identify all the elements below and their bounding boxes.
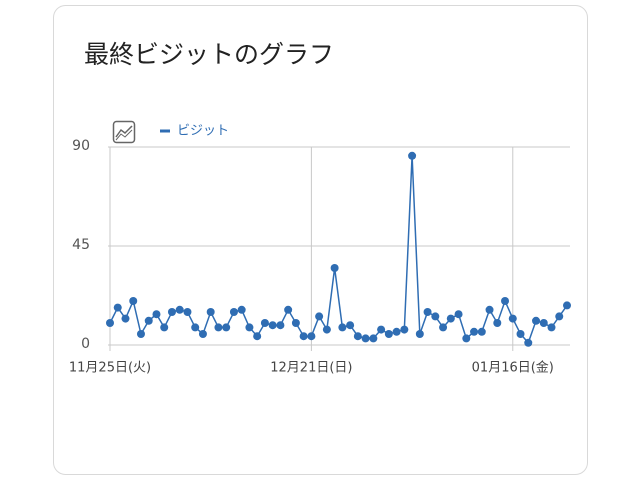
data-point	[477, 327, 486, 336]
chart-title: 最終ビジットのグラフ	[84, 40, 334, 69]
data-point	[415, 330, 424, 338]
data-point	[276, 321, 285, 330]
data-point	[431, 312, 440, 321]
data-point	[501, 297, 510, 305]
y-tick-label: 90	[72, 138, 90, 154]
data-point	[253, 332, 262, 341]
data-point	[346, 321, 355, 330]
data-point	[129, 297, 138, 305]
data-point	[384, 330, 393, 338]
data-point	[113, 303, 122, 312]
data-point	[322, 325, 331, 334]
data-point	[237, 305, 246, 314]
legend-icon	[112, 120, 136, 144]
data-point	[516, 330, 525, 338]
x-tick-label: 12月21日(日)	[270, 361, 352, 376]
data-point	[462, 334, 471, 343]
data-point	[423, 308, 432, 316]
data-point	[408, 151, 417, 160]
data-point	[563, 301, 571, 310]
card	[53, 5, 588, 475]
data-point	[299, 332, 308, 341]
data-point	[446, 314, 455, 323]
data-point	[555, 312, 564, 321]
x-tick-label: 11月25日(火)	[69, 361, 151, 376]
data-point	[532, 316, 541, 325]
legend-label: ビジット	[177, 124, 229, 139]
data-point	[260, 319, 269, 327]
data-point	[400, 325, 409, 334]
data-point	[508, 314, 517, 323]
data-point	[222, 323, 231, 332]
data-point	[175, 305, 184, 314]
data-point	[152, 310, 161, 319]
y-tick-label: 0	[81, 336, 90, 352]
data-point	[485, 305, 494, 314]
data-point	[547, 323, 556, 332]
data-point	[229, 308, 238, 316]
data-point	[307, 332, 316, 341]
data-point	[291, 319, 300, 327]
x-tick-label: 01月16日(金)	[472, 360, 554, 376]
data-point	[454, 310, 463, 319]
data-point	[214, 323, 223, 332]
data-point	[284, 305, 293, 314]
data-point	[167, 308, 176, 316]
data-point	[198, 330, 207, 338]
data-point	[144, 316, 153, 325]
data-point	[361, 334, 370, 343]
data-point	[493, 319, 502, 327]
data-point	[268, 321, 277, 330]
data-point	[338, 323, 347, 332]
data-point	[206, 308, 215, 316]
data-point	[191, 323, 200, 332]
data-point	[160, 323, 169, 332]
data-point	[353, 332, 362, 341]
data-point	[524, 338, 533, 347]
data-point	[106, 319, 114, 327]
data-point	[136, 330, 145, 338]
data-point	[245, 323, 254, 332]
data-point	[377, 325, 386, 334]
data-point	[470, 327, 479, 336]
data-point	[539, 319, 548, 327]
data-point	[183, 308, 192, 316]
data-point	[315, 312, 324, 321]
data-point	[392, 327, 401, 336]
data-point	[330, 264, 339, 272]
data-point	[121, 314, 130, 323]
data-point	[369, 334, 378, 343]
data-point	[439, 323, 448, 332]
y-tick-label: 45	[72, 237, 90, 253]
